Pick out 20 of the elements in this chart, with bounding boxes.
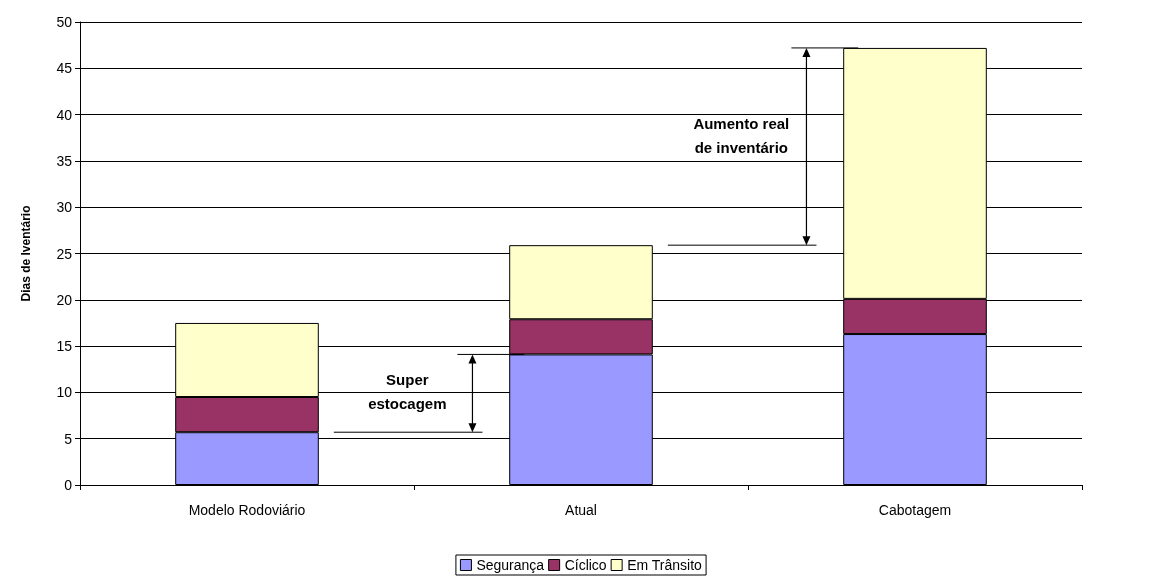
y-tick-label: 10: [56, 384, 73, 401]
y-tick-label: 20: [56, 291, 73, 308]
y-tick-label: 50: [56, 14, 73, 30]
legend-label: Em Trânsito: [627, 557, 703, 573]
annotation: Super estocagem: [368, 371, 447, 413]
annotation: Aumento real de inventário: [693, 114, 790, 156]
x-tick-label: Modelo Rodoviário: [188, 502, 306, 518]
y-tick-label: 35: [56, 152, 73, 169]
x-tick-label: Cabotagem: [878, 502, 952, 518]
y-tick-label: 40: [56, 106, 73, 123]
x-tick-label: Atual: [565, 502, 597, 518]
y-tick-label: 45: [56, 60, 73, 77]
y-tick-label: 0: [64, 477, 73, 493]
y-tick-label: 30: [56, 199, 73, 216]
y-tick-label: 5: [64, 430, 73, 447]
legend-label: Cíclico: [564, 557, 607, 573]
y-tick-label: 25: [56, 245, 73, 262]
y-axis-title: Dias de Iventário: [19, 205, 33, 302]
y-tick-label: 15: [56, 338, 73, 355]
legend-label: Segurança: [476, 557, 545, 573]
